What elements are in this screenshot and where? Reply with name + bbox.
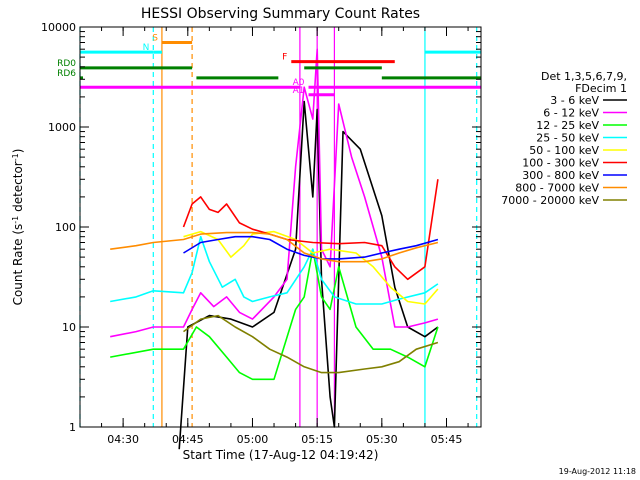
legend-label-2: 12 - 25 keV	[536, 119, 599, 132]
series-line-1	[110, 48, 439, 338]
legend-title-1: FDecim 1	[575, 82, 627, 95]
footer-date: 19-Aug-2012 11:18	[559, 467, 636, 476]
x-tick-label-5: 05:45	[431, 433, 463, 446]
flag-label-4: F	[282, 53, 287, 63]
x-tick-label-0: 04:30	[107, 433, 139, 446]
legend-label-1: 6 - 12 keV	[543, 107, 599, 120]
y-tick-label-4: 10000	[41, 21, 76, 34]
legend-label-0: 3 - 6 keV	[550, 94, 599, 107]
flag-label-9: RD6	[57, 69, 76, 79]
legend-label-7: 800 - 7000 keV	[515, 182, 599, 195]
flag-label-5: RD0	[57, 59, 76, 69]
x-tick-label-1: 04:45	[172, 433, 204, 446]
legend-label-3: 25 - 50 keV	[536, 132, 599, 145]
series-line-4	[183, 230, 439, 305]
series-line-2	[110, 248, 439, 381]
y-tick-label-2: 100	[55, 221, 76, 234]
y-tick-label-0: 1	[69, 421, 76, 434]
y-axis-label: Count Rate (s-1 detector-1)	[11, 149, 26, 306]
x-tick-label-2: 05:00	[237, 433, 269, 446]
x-axis-label: Start Time (17-Aug-12 04:19:42)	[183, 448, 379, 462]
y-tick-label-1: 10	[62, 321, 76, 334]
flag-label-0: S	[152, 33, 158, 43]
x-tick-label-4: 05:30	[366, 433, 398, 446]
legend-label-4: 50 - 100 keV	[529, 144, 599, 157]
legend-label-6: 300 - 800 keV	[522, 169, 599, 182]
series-line-8	[183, 314, 439, 374]
series-line-0	[178, 100, 439, 450]
legend-label-5: 100 - 300 keV	[522, 157, 599, 170]
y-tick-label-3: 1000	[48, 121, 76, 134]
x-tick-label-3: 05:15	[301, 433, 333, 446]
flag-label-10: A0	[293, 78, 305, 88]
legend-title-0: Det 1,3,5,6,7,9,	[541, 70, 627, 83]
series-line-3	[110, 235, 439, 305]
series-line-7	[110, 231, 439, 263]
series-line-6	[183, 235, 439, 260]
flag-label-1: N	[143, 43, 150, 53]
legend-label-8: 7000 - 20000 keV	[501, 194, 599, 207]
chart-title: HESSI Observing Summary Count Rates	[141, 6, 420, 22]
flag-label-13: A1	[293, 86, 305, 96]
